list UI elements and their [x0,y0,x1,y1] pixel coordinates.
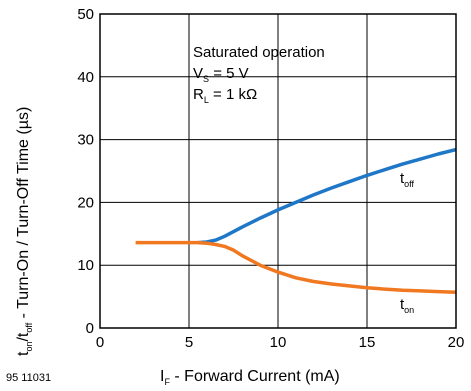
x-tick-label: 5 [185,334,193,351]
plot-frame [99,13,457,329]
y-tick-label: 10 [77,257,94,274]
series-label-ton: ton [400,296,414,315]
series-layer [135,147,457,294]
figure-id: 95 11031 [6,372,51,384]
series-line-ton [135,240,457,294]
y-tick-labels: 0 10 20 30 40 50 [77,6,94,337]
annotation-line-2: VS = 5 V [193,65,249,84]
x-axis-title: IF - Forward Current (mA) [160,368,340,387]
y-tick-label: 30 [77,132,94,149]
x-tick-label: 15 [359,334,376,351]
y-tick-label: 20 [77,194,94,211]
y-tick-label: 40 [77,69,94,86]
y-axis-title: ton/toff - Turn-On / Turn-Off Time (µs) [15,107,34,356]
x-tick-label: 20 [448,334,465,351]
x-tick-labels: 0 5 10 15 20 [96,334,465,351]
grid [100,14,456,328]
annotation-line-3: RL = 1 kΩ [193,86,257,105]
annotation-line-1: Saturated operation [193,44,325,61]
series-line-toff [197,147,457,245]
x-tick-label: 0 [96,334,104,351]
series-label-toff: toff [400,170,415,189]
annotation: Saturated operation VS = 5 V RL = 1 kΩ [193,44,325,105]
y-tick-label: 0 [86,320,94,337]
y-tick-label: 50 [77,6,94,23]
x-tick-label: 10 [270,334,287,351]
